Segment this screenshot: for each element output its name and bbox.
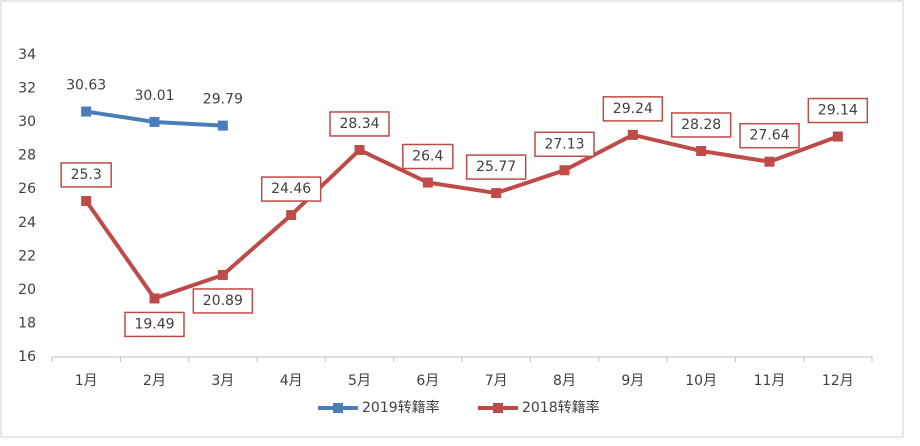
x-tick-label: 5月 <box>348 373 371 389</box>
point-marker <box>217 269 228 280</box>
x-tick-label: 11月 <box>754 373 786 389</box>
data-label: 29.14 <box>818 103 858 119</box>
x-tick-label: 3月 <box>211 373 234 389</box>
data-label: 19.49 <box>134 316 174 332</box>
data-label: 29.79 <box>203 92 243 108</box>
legend-label: 2019转籍率 <box>362 399 440 416</box>
y-tick-label: 22 <box>18 248 36 264</box>
point-marker <box>81 195 92 206</box>
point-marker <box>217 120 228 131</box>
y-tick-label: 26 <box>18 181 36 197</box>
data-label: 25.77 <box>476 159 516 175</box>
y-tick-label: 24 <box>18 215 36 231</box>
x-tick-label: 1月 <box>75 373 98 389</box>
data-label: 27.64 <box>749 128 789 144</box>
label-box <box>465 154 527 180</box>
point-marker <box>149 293 160 304</box>
y-tick-label: 30 <box>18 114 36 130</box>
label-box <box>124 311 185 338</box>
point-marker <box>422 177 433 188</box>
x-tick-label: 9月 <box>621 373 644 389</box>
data-label: 30.01 <box>134 88 174 104</box>
point-marker <box>149 116 160 127</box>
x-tick-label: 2月 <box>143 373 166 389</box>
y-tick-label: 18 <box>18 315 36 331</box>
label-box <box>329 111 390 137</box>
y-tick-label: 28 <box>18 148 36 164</box>
x-tick-label: 7月 <box>485 373 508 389</box>
data-label: 27.13 <box>544 136 584 152</box>
data-label: 28.34 <box>339 116 379 132</box>
data-label: 28.28 <box>681 117 721 133</box>
label-box <box>602 96 664 122</box>
series-line <box>84 132 839 301</box>
legend-label: 2018转籍率 <box>522 399 600 416</box>
label-box <box>670 112 732 138</box>
label-box <box>807 97 869 124</box>
data-label: 29.24 <box>613 101 653 117</box>
point-marker <box>696 145 707 156</box>
data-label: 24.46 <box>271 181 311 197</box>
data-label: 25.3 <box>71 167 102 183</box>
label-box <box>739 122 800 149</box>
label-box <box>60 162 112 188</box>
chart-frame <box>0 0 904 438</box>
label-box <box>402 143 454 170</box>
legend-marker <box>333 403 343 413</box>
y-tick-label: 20 <box>18 282 36 298</box>
y-tick-label: 16 <box>18 349 36 365</box>
y-tick-label: 32 <box>18 81 36 97</box>
data-label: 26.4 <box>412 149 443 165</box>
point-marker <box>286 210 297 221</box>
label-box <box>192 288 254 314</box>
x-tick-label: 10月 <box>685 373 717 389</box>
data-label: 30.63 <box>66 78 106 94</box>
point-marker <box>491 188 502 199</box>
point-marker <box>764 156 775 167</box>
point-marker <box>832 131 843 142</box>
y-tick-label: 34 <box>18 47 36 63</box>
label-box <box>534 131 595 158</box>
point-marker <box>81 106 92 117</box>
x-tick-label: 4月 <box>280 373 303 389</box>
x-tick-label: 6月 <box>416 373 439 389</box>
legend-marker <box>493 403 503 413</box>
point-marker <box>354 144 365 155</box>
point-marker <box>627 129 638 140</box>
x-tick-label: 8月 <box>553 373 576 389</box>
x-tick-label: 12月 <box>822 373 854 389</box>
point-marker <box>559 165 570 176</box>
label-box <box>260 176 322 202</box>
data-label: 20.89 <box>203 293 243 309</box>
